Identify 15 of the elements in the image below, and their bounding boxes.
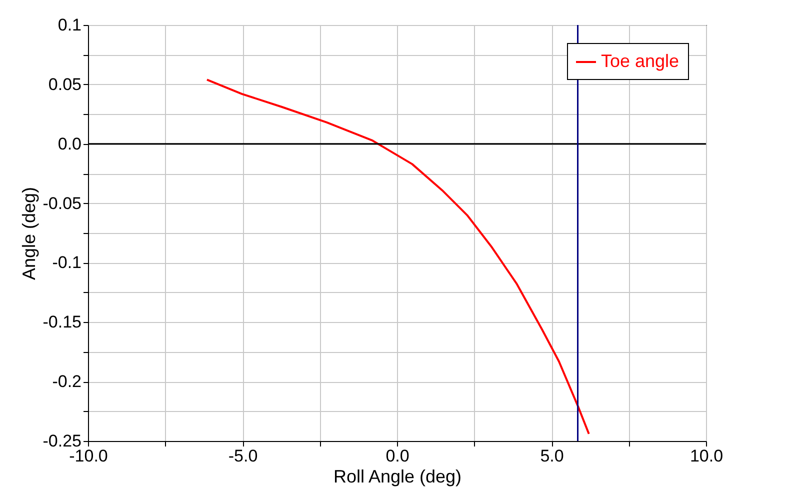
y-tick-label: -0.2 — [52, 372, 82, 392]
x-axis-title: Roll Angle (deg) — [333, 466, 462, 486]
y-axis-title: Angle (deg) — [18, 186, 39, 280]
y-tick-label: 0.1 — [58, 16, 82, 34]
line-series — [206, 78, 590, 435]
y-tick-label: -0.15 — [42, 312, 82, 332]
y-tick-label: -0.1 — [52, 253, 82, 272]
y-tick-label: 0.0 — [58, 134, 82, 154]
x-tick-label: -5.0 — [228, 446, 258, 466]
x-tick-label: 5.0 — [540, 446, 564, 466]
x-tick-label: 10.0 — [690, 446, 724, 466]
legend-label: Toe angle — [601, 51, 680, 71]
y-tick-label: 0.05 — [48, 74, 82, 94]
x-tick-label: 0.0 — [386, 446, 410, 466]
y-tick-label: -0.05 — [42, 194, 82, 213]
